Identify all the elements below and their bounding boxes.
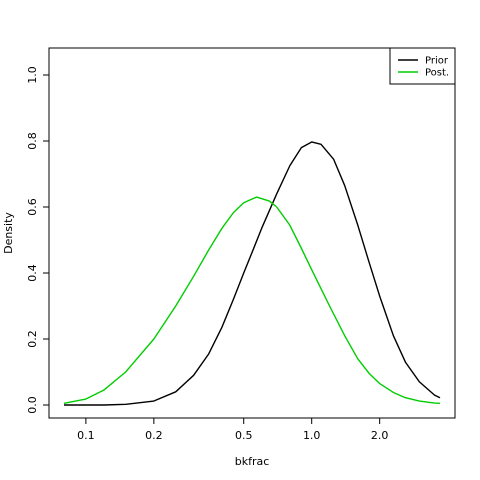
series-line-prior xyxy=(64,141,441,406)
x-axis-label: bkfrac xyxy=(235,455,270,468)
x-tick-label: 0.5 xyxy=(235,429,253,442)
y-axis: 0.0 0.2 0.4 0.6 0.8 1.0 xyxy=(26,66,49,414)
x-tick-label: 0.2 xyxy=(145,429,163,442)
legend-label: Post. xyxy=(425,68,449,79)
x-tick-label: 2.0 xyxy=(371,429,389,442)
legend-box xyxy=(389,47,456,85)
legend-label: Prior xyxy=(425,56,449,67)
y-tick-label: 0.0 xyxy=(26,396,39,414)
y-tick-label: 0.2 xyxy=(26,330,39,348)
series-layer xyxy=(63,141,441,406)
y-tick-label: 1.0 xyxy=(26,66,39,84)
y-axis-label: Density xyxy=(2,212,15,254)
y-tick-label: 0.6 xyxy=(26,198,39,216)
x-tick-label: 1.0 xyxy=(303,429,321,442)
x-tick-label: 0.1 xyxy=(77,429,95,442)
y-tick-label: 0.4 xyxy=(26,264,39,282)
x-axis: 0.1 0.2 0.5 1.0 2.0 xyxy=(77,418,388,442)
series-line-post xyxy=(63,196,441,405)
plot-frame xyxy=(48,47,456,419)
y-tick-label: 0.8 xyxy=(26,132,39,150)
